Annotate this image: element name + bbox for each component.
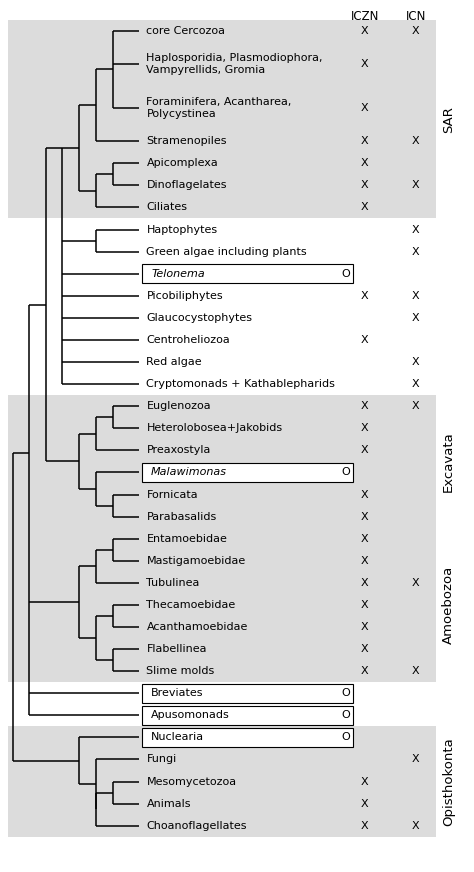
Bar (9, 20, 436, 219)
Text: X: X (361, 512, 369, 521)
Text: X: X (361, 181, 369, 190)
Bar (9, 395, 436, 528)
Text: core Cercozoa: core Cercozoa (146, 26, 226, 36)
Text: Breviates: Breviates (151, 688, 203, 698)
Text: Mastigamoebidae: Mastigamoebidae (146, 555, 246, 566)
Bar (142, 463, 353, 482)
Text: Amoebozoa: Amoebozoa (442, 566, 455, 644)
Text: X: X (412, 578, 419, 588)
Text: X: X (361, 799, 369, 808)
Text: X: X (412, 821, 419, 831)
Text: O: O (342, 711, 351, 720)
Bar (142, 684, 353, 703)
Text: Centroheliozoa: Centroheliozoa (146, 335, 230, 345)
Text: Foraminifera, Acantharea,
Polycystinea: Foraminifera, Acantharea, Polycystinea (146, 98, 292, 119)
Text: X: X (412, 181, 419, 190)
Text: SAR: SAR (442, 106, 455, 133)
Text: Red algae: Red algae (146, 357, 202, 367)
Text: X: X (361, 103, 369, 113)
Text: Heterolobosea+Jakobids: Heterolobosea+Jakobids (146, 423, 283, 433)
Text: Haplosporidia, Plasmodiophora,
Vampyrellids, Gromia: Haplosporidia, Plasmodiophora, Vampyrell… (146, 53, 323, 75)
Text: X: X (361, 578, 369, 588)
Text: Flabellinea: Flabellinea (146, 644, 207, 654)
Text: Apicomplexa: Apicomplexa (146, 159, 218, 168)
Text: O: O (342, 688, 351, 698)
Text: Opisthokonta: Opisthokonta (442, 737, 455, 826)
Text: Slime molds: Slime molds (146, 666, 215, 676)
Text: X: X (412, 247, 419, 256)
Text: X: X (361, 489, 369, 500)
Text: Cryptomonads + Kathablepharids: Cryptomonads + Kathablepharids (146, 379, 335, 389)
Text: X: X (361, 290, 369, 301)
Text: X: X (412, 313, 419, 323)
Text: X: X (412, 357, 419, 367)
Bar (142, 728, 353, 746)
Text: X: X (361, 159, 369, 168)
Text: Malawimonas: Malawimonas (151, 467, 227, 478)
Bar (9, 726, 436, 837)
Text: Nuclearia: Nuclearia (151, 732, 204, 742)
Text: Entamoebidae: Entamoebidae (146, 534, 228, 543)
Text: O: O (342, 269, 351, 279)
Text: X: X (361, 555, 369, 566)
Text: Stramenopiles: Stramenopiles (146, 136, 227, 146)
Text: X: X (361, 600, 369, 610)
Text: X: X (361, 202, 369, 213)
Bar (142, 706, 353, 725)
Text: Glaucocystophytes: Glaucocystophytes (146, 313, 253, 323)
Text: Mesomycetozoa: Mesomycetozoa (146, 777, 237, 787)
Text: X: X (412, 666, 419, 676)
Text: Green algae including plants: Green algae including plants (146, 247, 307, 256)
Text: Acanthamoebidae: Acanthamoebidae (146, 622, 248, 632)
Text: Thecamoebidae: Thecamoebidae (146, 600, 236, 610)
Text: X: X (412, 290, 419, 301)
Text: Tubulinea: Tubulinea (146, 578, 200, 588)
Text: X: X (361, 59, 369, 69)
Text: Dinoflagelates: Dinoflagelates (146, 181, 227, 190)
Text: X: X (361, 666, 369, 676)
Text: X: X (412, 754, 419, 765)
Text: Telonema: Telonema (151, 269, 205, 279)
Text: Parabasalids: Parabasalids (146, 512, 217, 521)
Text: Choanoflagellates: Choanoflagellates (146, 821, 247, 831)
Text: Animals: Animals (146, 799, 191, 808)
Text: X: X (412, 379, 419, 389)
Text: Ciliates: Ciliates (146, 202, 187, 213)
Text: ICN: ICN (406, 10, 426, 23)
Text: ICZN: ICZN (351, 10, 379, 23)
Text: O: O (342, 732, 351, 742)
Text: X: X (361, 423, 369, 433)
Text: Preaxostyla: Preaxostyla (146, 446, 211, 455)
Text: X: X (361, 622, 369, 632)
Text: Fornicata: Fornicata (146, 489, 198, 500)
Text: Fungi: Fungi (146, 754, 177, 765)
Text: X: X (361, 401, 369, 412)
Text: X: X (361, 777, 369, 787)
Text: Picobiliphytes: Picobiliphytes (146, 290, 223, 301)
Text: X: X (361, 136, 369, 146)
Text: Apusomonads: Apusomonads (151, 711, 230, 720)
Text: X: X (361, 644, 369, 654)
Text: X: X (361, 26, 369, 36)
Text: X: X (412, 401, 419, 412)
Text: X: X (412, 224, 419, 235)
Text: Haptophytes: Haptophytes (146, 224, 218, 235)
Text: Excavata: Excavata (442, 431, 455, 492)
Text: X: X (361, 821, 369, 831)
Bar (9, 528, 436, 682)
Bar (142, 264, 353, 283)
Text: Euglenozoa: Euglenozoa (146, 401, 211, 412)
Text: X: X (412, 26, 419, 36)
Text: X: X (361, 534, 369, 543)
Text: X: X (361, 446, 369, 455)
Text: O: O (342, 467, 351, 478)
Text: X: X (412, 136, 419, 146)
Text: X: X (361, 335, 369, 345)
